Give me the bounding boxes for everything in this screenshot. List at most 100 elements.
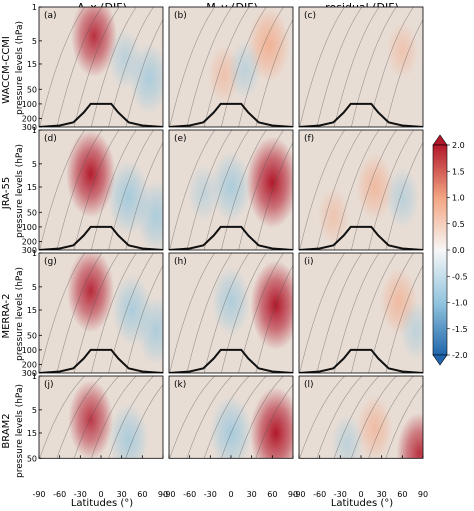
wind-contour xyxy=(368,253,414,373)
colorbar-tick-label: 1.5 xyxy=(452,167,465,176)
anomaly-blob xyxy=(386,21,419,80)
wind-contour xyxy=(368,7,414,127)
ylabel-row2: pressure levels (hPa) xyxy=(15,144,25,238)
x-tick-label: 90 xyxy=(288,490,298,499)
anomaly-blob xyxy=(228,40,262,101)
anomaly-blob xyxy=(330,413,364,459)
anomaly-blob xyxy=(396,412,423,459)
y-tick-label: 200 xyxy=(22,237,37,246)
panel-label: (l) xyxy=(304,380,314,390)
wind-contour xyxy=(39,253,85,373)
colorbar-tick-label: -1.0 xyxy=(452,299,468,308)
y-tick-label: 50 xyxy=(27,454,37,463)
x-tick-label: 60 xyxy=(137,490,147,499)
wind-contour xyxy=(169,253,215,373)
y-tick-label: 1 xyxy=(32,249,37,258)
wind-contour xyxy=(125,384,163,459)
xlabel-col1: Latitudes (°) xyxy=(71,498,133,509)
y-tick-label: 1 xyxy=(32,3,37,12)
panel-label: (h) xyxy=(174,257,187,267)
x-tick-label: -90 xyxy=(32,490,45,499)
wind-contour xyxy=(221,7,267,127)
panel-frame xyxy=(298,6,424,128)
wind-contour xyxy=(316,253,363,373)
y-tick-label: 15 xyxy=(27,429,37,438)
ylabel-row1: pressure levels (hPa) xyxy=(15,21,25,115)
y-tick-label: 300 xyxy=(22,246,37,255)
wind-contour xyxy=(169,130,215,250)
wind-contour xyxy=(186,130,233,250)
wind-contour xyxy=(299,253,345,373)
wind-contour xyxy=(238,130,284,250)
x-tick-label: 30 xyxy=(247,490,257,499)
x-tick-label: 30 xyxy=(377,490,387,499)
wind-contour xyxy=(333,130,380,250)
y-tick-label: 300 xyxy=(22,369,37,378)
y-tick-label: 100 xyxy=(22,223,37,232)
y-tick-label: 5 xyxy=(32,37,37,46)
y-tick-label: 100 xyxy=(22,100,37,109)
panel-l: (l) -90 -60 -30 0 30 60 90 xyxy=(292,375,428,499)
wind-contour xyxy=(385,19,423,127)
wind-contour xyxy=(91,376,137,459)
wind-contour xyxy=(221,376,267,459)
y-tick-label: 15 xyxy=(27,183,37,192)
anomaly-blob xyxy=(246,136,293,229)
row-label-waccm: WACCM-CCMI xyxy=(1,36,12,104)
panel-frame xyxy=(168,129,294,251)
colorbar-extend-max xyxy=(432,134,448,146)
y-tick-label: 5 xyxy=(32,406,37,415)
panel-frame xyxy=(38,252,164,374)
x-tick-label: 0 xyxy=(98,490,103,499)
x-tick-label: -30 xyxy=(334,490,347,499)
anomaly-blob xyxy=(108,28,143,91)
ylabel-row4: pressure levels (hPa) xyxy=(15,384,25,478)
wind-contour xyxy=(333,7,380,127)
wind-contour xyxy=(221,130,267,250)
y-tick-label: 15 xyxy=(27,60,37,69)
y-tick-label: 50 xyxy=(27,331,37,340)
panel-label: (i) xyxy=(304,257,314,267)
wind-contour xyxy=(91,7,137,127)
wind-contour xyxy=(333,253,380,373)
wind-contour xyxy=(56,376,103,459)
y-tick-label: 1 xyxy=(32,126,37,135)
x-tick-label: 90 xyxy=(418,490,428,499)
panel-k: (k) -90 -60 -30 0 30 60 90 xyxy=(162,375,298,499)
colorbar-extend-min xyxy=(432,354,448,366)
wind-contour xyxy=(368,130,414,250)
anomaly-blob xyxy=(65,130,116,218)
wind-contour xyxy=(238,7,284,127)
wind-contour xyxy=(73,376,120,459)
y-tick-label: 5 xyxy=(32,283,37,292)
wind-contour xyxy=(108,7,154,127)
panel-label: (g) xyxy=(44,257,57,267)
wind-contour xyxy=(39,376,85,459)
panel-label: (e) xyxy=(174,134,187,144)
wind-contour xyxy=(351,376,397,459)
wind-contour xyxy=(73,130,120,250)
tropopause-line xyxy=(169,225,293,250)
colorbar-tick-label: -1.5 xyxy=(452,325,468,334)
y-tick-label: 1 xyxy=(32,372,37,381)
wind-contour xyxy=(255,19,293,127)
wind-contour xyxy=(203,376,250,459)
x-tick-label: -30 xyxy=(74,490,87,499)
panel-e: (e) xyxy=(168,129,294,251)
anomaly-blob xyxy=(211,266,251,337)
wind-contour xyxy=(299,376,345,459)
wind-contour xyxy=(238,253,284,373)
panel-label: (d) xyxy=(44,134,57,144)
wind-contour xyxy=(385,142,423,250)
x-tick-label: 0 xyxy=(228,490,233,499)
wind-contour xyxy=(203,7,250,127)
wind-contour xyxy=(316,130,363,250)
wind-contour xyxy=(186,376,233,459)
x-tick-label: -90 xyxy=(162,490,175,499)
tropopause-line xyxy=(39,225,163,250)
wind-contour xyxy=(108,376,154,459)
wind-contour xyxy=(255,142,293,250)
row-label-merra2: MERRA-2 xyxy=(1,293,12,338)
